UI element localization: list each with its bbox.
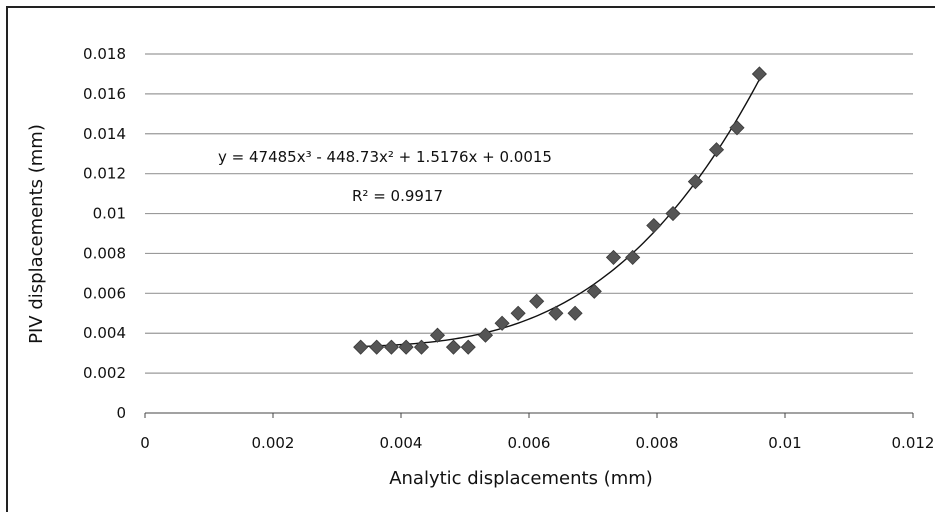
y-tick-label: 0.004 <box>83 324 126 342</box>
x-tick-label: 0.008 <box>636 434 679 452</box>
data-point <box>460 339 476 355</box>
x-tick-label: 0.012 <box>892 434 935 452</box>
x-tick-labels: 0 0.002 0.004 0.006 0.008 0.01 0.012 <box>140 434 934 452</box>
x-tick-label: 0.01 <box>768 434 801 452</box>
data-point <box>398 339 414 355</box>
data-point <box>510 305 526 321</box>
data-point <box>586 283 602 299</box>
trendline <box>362 79 761 348</box>
y-tick-label: 0.018 <box>83 45 126 63</box>
x-tick-label: 0.002 <box>252 434 295 452</box>
data-point <box>383 339 399 355</box>
chart-frame <box>6 6 935 512</box>
r-squared-label: R² = 0.9917 <box>352 187 443 205</box>
data-point <box>529 293 545 309</box>
data-point <box>477 327 494 343</box>
y-tick-label: 0.002 <box>83 364 126 382</box>
y-tick-label: 0.012 <box>83 165 126 183</box>
data-point <box>665 205 681 222</box>
grid-lines <box>145 53 913 374</box>
y-tick-label: 0 <box>116 404 126 422</box>
data-point <box>729 120 745 136</box>
data-point <box>494 315 510 331</box>
x-tick-label: 0.004 <box>380 434 423 452</box>
data-point <box>646 217 662 234</box>
data-point <box>369 339 385 355</box>
y-tick-label: 0.008 <box>83 244 126 262</box>
x-axis-title: Analytic displacements (mm) <box>389 468 653 489</box>
data-point <box>413 339 430 355</box>
data-point <box>548 305 564 321</box>
data-points <box>353 66 767 355</box>
data-point <box>429 327 446 343</box>
y-tick-label: 0.01 <box>93 205 126 223</box>
data-point <box>567 305 583 321</box>
data-point <box>751 66 767 82</box>
x-tick-label: 0 <box>140 434 150 452</box>
y-tick-label: 0.006 <box>83 284 126 302</box>
x-tick-marks <box>144 413 914 418</box>
trendline-equation: y = 47485x³ - 448.73x² + 1.5176x + 0.001… <box>218 148 552 166</box>
data-point <box>625 249 641 265</box>
x-tick-label: 0.006 <box>508 434 551 452</box>
y-axis-title: PIV displacements (mm) <box>26 124 47 344</box>
data-point <box>445 339 462 355</box>
data-point <box>687 174 703 190</box>
data-point <box>605 249 622 265</box>
y-tick-label: 0.016 <box>83 85 126 103</box>
data-point <box>353 339 369 355</box>
y-tick-labels: 0 0.002 0.004 0.006 0.008 0.01 0.012 0.014 0.016… <box>83 45 126 422</box>
y-tick-label: 0.014 <box>83 125 126 143</box>
data-point <box>708 142 725 158</box>
